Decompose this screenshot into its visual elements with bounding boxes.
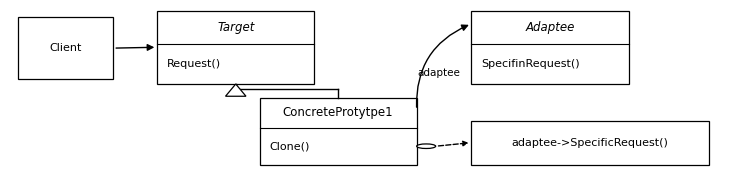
Circle shape bbox=[417, 144, 436, 148]
Text: Adaptee: Adaptee bbox=[526, 20, 575, 34]
Bar bbox=[260, 98, 417, 164]
Text: Target: Target bbox=[217, 20, 254, 34]
Text: Client: Client bbox=[50, 43, 82, 53]
Text: Request(): Request() bbox=[167, 59, 221, 69]
FancyArrowPatch shape bbox=[417, 25, 468, 107]
Text: adaptee: adaptee bbox=[417, 68, 460, 79]
Text: SpecifinRequest(): SpecifinRequest() bbox=[481, 59, 580, 69]
Bar bbox=[471, 121, 709, 164]
Bar bbox=[157, 10, 314, 84]
Text: Clone(): Clone() bbox=[269, 141, 309, 151]
Polygon shape bbox=[225, 84, 246, 96]
Text: ConcreteProtytpe1: ConcreteProtytpe1 bbox=[283, 106, 393, 120]
Bar bbox=[18, 18, 113, 79]
Text: adaptee->SpecificRequest(): adaptee->SpecificRequest() bbox=[512, 138, 669, 148]
Bar bbox=[471, 10, 629, 84]
